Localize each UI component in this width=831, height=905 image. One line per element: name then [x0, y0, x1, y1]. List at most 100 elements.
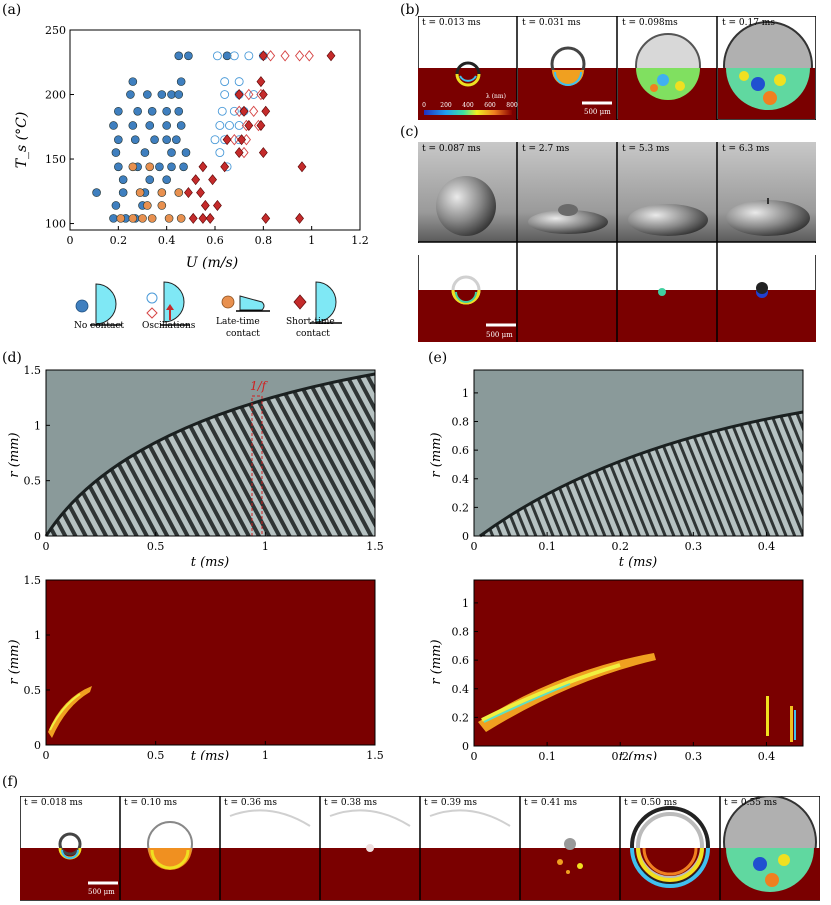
panel-a-data-point: [147, 214, 157, 223]
axis-tick-label: 1: [34, 419, 41, 432]
panel-a-data-point: [114, 135, 123, 144]
panel-f-frame-2-time: t = 0.10 ms: [124, 798, 177, 808]
panel-a-data-point: [234, 89, 244, 100]
axis-tick-label: 0.4: [758, 540, 776, 553]
panel-a-data-point: [128, 162, 138, 172]
panel-c-frame-4-time: t = 6.3 ms: [722, 144, 770, 154]
axis-tick-label: 0.2: [611, 540, 629, 553]
panel-e-top-xlabel: t (ms): [619, 555, 658, 570]
axis-tick-label: 0.2: [452, 501, 470, 514]
panel-a-data-point: [116, 214, 126, 223]
panel-a-data-point: [258, 89, 268, 100]
panel-c-image-strip: 500 μm: [418, 142, 816, 342]
panel-b-frame-4-time: t = 0.17 ms: [722, 18, 775, 28]
panel-f-label: (f): [2, 774, 19, 790]
legend-short-time-label: Short-time: [286, 317, 335, 327]
panel-a-data-point: [130, 135, 140, 144]
panel-b-frame-1-time: t = 0.013 ms: [422, 18, 481, 28]
panel-a-data-point: [210, 135, 220, 145]
panel-a-data-point: [261, 212, 271, 224]
panel-c-frame-2-time: t = 2.7 ms: [522, 144, 570, 154]
panel-a-data-point: [215, 121, 225, 130]
panel-a-data-point: [244, 120, 254, 131]
panel-a-data-point: [176, 121, 186, 130]
panel-a-data-point: [128, 77, 138, 86]
panel-a-data-point: [280, 50, 290, 62]
svg-text:contact: contact: [226, 329, 260, 339]
panel-a-data-point: [118, 188, 128, 197]
panel-f-frame-6-time: t = 0.41 ms: [524, 798, 577, 808]
axis-tick-label: 0: [34, 530, 41, 543]
panel-a-data-point: [215, 148, 225, 158]
panel-f-frame-8-time: t = 0.55 ms: [724, 798, 777, 808]
panel-a-data-point: [225, 121, 234, 130]
panel-a-data-point: [258, 50, 268, 62]
panel-f-frame-5-time: t = 0.39 ms: [424, 798, 477, 808]
panel-a-data-point: [109, 214, 118, 223]
panel-a-data-point: [147, 106, 157, 116]
panel-f-image-strip: 500 μm: [20, 796, 820, 901]
axis-tick-label: 0.8: [452, 416, 470, 429]
panel-a-data-point: [205, 212, 215, 224]
legend-no-contact-label: No contact: [74, 321, 124, 331]
axis-tick-label: 0.6: [452, 444, 470, 457]
axis-tick-label: 0.4: [758, 750, 776, 760]
panel-a-xlabel: U (m/s): [186, 255, 238, 271]
panel-a-data-point: [229, 133, 239, 146]
panel-a-xtick-label: 0.6: [206, 234, 224, 247]
panel-b-frame-2: [518, 46, 617, 120]
panel-a-data-point: [174, 106, 184, 116]
panel-b-colorbar-tick: 800: [506, 102, 518, 109]
panel-a-data-point: [184, 187, 193, 199]
panel-a-data-point: [140, 148, 150, 157]
axis-tick-label: 0: [462, 740, 469, 753]
panel-a-data-point: [237, 134, 246, 146]
panel-d-plots: 1/f 0 0.5 1 1.5 0 0.5 1 1.5 t (ms) r (mm) 0 0.5 1…: [7, 364, 384, 760]
panel-a-data-point: [157, 188, 167, 197]
axis-tick-label: 0.8: [452, 626, 470, 639]
panel-c-drop-3: [628, 204, 708, 236]
panel-a-ytick-label: 150: [45, 153, 66, 166]
panel-c-label: (c): [400, 124, 419, 140]
panel-a-data-point: [258, 147, 268, 159]
panel-b-colorbar-tick: 0: [422, 102, 426, 109]
panel-a-data-point: [176, 77, 186, 86]
panel-a-data-point: [212, 51, 222, 61]
panel-a-data-point: [229, 51, 239, 61]
axis-tick-label: 0: [471, 750, 478, 760]
panel-a-data-point: [304, 50, 314, 62]
axis-tick-label: 0: [462, 530, 469, 543]
panel-a-data-point: [162, 106, 171, 116]
panel-a-data-point: [244, 88, 254, 101]
panel-a-xtick-label: 1: [308, 234, 315, 247]
axis-tick-label: 0.6: [452, 654, 470, 667]
panel-a-data-point: [249, 105, 259, 118]
panel-a-data-point: [174, 90, 184, 99]
panel-a-data-point: [191, 174, 201, 186]
panel-a-data-point: [234, 77, 244, 87]
panel-a-legend: No contact Oscillations Late-time contac…: [74, 281, 342, 339]
axis-tick-label: 1: [262, 540, 269, 553]
panel-a-data-point: [162, 121, 171, 130]
legend-short-time-marker: [293, 294, 307, 310]
panel-c-scalebar-label: 500 μm: [486, 331, 513, 339]
panel-a-data-point: [109, 121, 118, 130]
panel-a-data-point: [172, 135, 181, 144]
panel-a-data-point: [167, 148, 176, 157]
panel-c-drop-1: [436, 176, 496, 236]
axis-tick-label: 0.4: [452, 683, 470, 696]
panel-d-top-ylabel: r (mm): [7, 432, 22, 477]
panel-e-bottom-ylabel: r (mm): [429, 639, 444, 684]
panel-a-xtick-label: 0: [67, 234, 74, 247]
panel-a-data-point: [244, 51, 254, 61]
axis-tick-label: 0: [43, 540, 50, 553]
panel-a-data-point: [118, 175, 128, 184]
panel-a-data-point: [220, 161, 230, 173]
panel-a-data-point: [135, 188, 145, 197]
panel-a-data-point: [176, 214, 186, 223]
panel-d-label: (d): [2, 350, 22, 366]
panel-c-drop-4: [726, 200, 810, 236]
panel-a-data-point: [229, 106, 239, 116]
panel-a-data-point: [326, 50, 336, 62]
panel-a-data-point: [179, 162, 188, 172]
